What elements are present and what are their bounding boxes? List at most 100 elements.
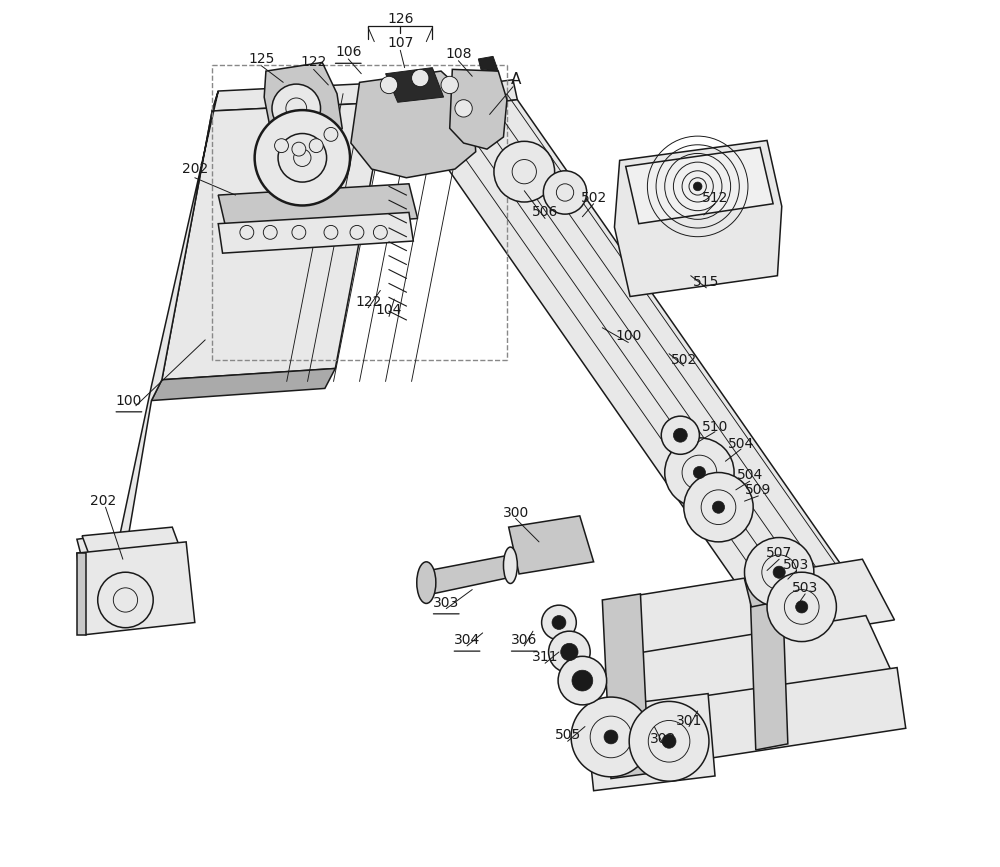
Text: 304: 304	[454, 633, 480, 647]
Circle shape	[693, 466, 705, 479]
Text: 122: 122	[300, 55, 327, 69]
Circle shape	[552, 616, 566, 629]
Circle shape	[712, 501, 725, 513]
Circle shape	[561, 643, 578, 661]
Polygon shape	[77, 91, 218, 559]
Text: A: A	[510, 72, 521, 88]
Circle shape	[292, 225, 306, 239]
Circle shape	[556, 184, 574, 201]
Text: 100: 100	[116, 394, 142, 407]
Polygon shape	[386, 68, 444, 102]
Circle shape	[558, 656, 607, 705]
Circle shape	[784, 590, 819, 624]
Circle shape	[263, 225, 277, 239]
Ellipse shape	[417, 562, 436, 603]
Polygon shape	[82, 527, 181, 559]
Circle shape	[275, 139, 288, 153]
Text: 510: 510	[702, 420, 728, 434]
Text: 106: 106	[335, 45, 362, 59]
Text: 108: 108	[445, 47, 472, 61]
Text: 502: 502	[671, 353, 697, 367]
Circle shape	[661, 416, 699, 454]
Text: 502: 502	[581, 191, 607, 205]
Circle shape	[744, 538, 814, 607]
Circle shape	[549, 631, 590, 673]
Circle shape	[673, 428, 687, 442]
Polygon shape	[608, 559, 894, 661]
Text: 301: 301	[676, 714, 702, 728]
Text: 125: 125	[248, 52, 275, 66]
Polygon shape	[450, 69, 507, 149]
Polygon shape	[429, 555, 514, 594]
Circle shape	[604, 730, 618, 744]
Polygon shape	[77, 553, 86, 635]
Text: 515: 515	[693, 275, 720, 289]
Circle shape	[648, 720, 690, 762]
Polygon shape	[218, 184, 418, 232]
Circle shape	[590, 716, 632, 758]
Text: 202: 202	[182, 162, 208, 176]
Text: 126: 126	[387, 12, 414, 26]
Circle shape	[292, 142, 306, 156]
Circle shape	[682, 455, 717, 490]
Polygon shape	[602, 668, 906, 773]
Polygon shape	[91, 551, 186, 591]
Ellipse shape	[503, 547, 517, 583]
Circle shape	[350, 225, 364, 239]
Circle shape	[662, 734, 676, 748]
Polygon shape	[613, 616, 894, 720]
Text: 202: 202	[90, 494, 116, 508]
Polygon shape	[750, 574, 788, 750]
Text: 503: 503	[792, 581, 818, 595]
Circle shape	[773, 566, 785, 578]
Circle shape	[701, 490, 736, 525]
Polygon shape	[409, 100, 857, 603]
Text: 302: 302	[650, 732, 676, 746]
Circle shape	[665, 438, 734, 507]
Polygon shape	[162, 102, 386, 380]
Circle shape	[684, 473, 753, 542]
Polygon shape	[509, 516, 594, 574]
Text: 303: 303	[433, 596, 459, 610]
Circle shape	[324, 225, 338, 239]
Circle shape	[796, 601, 808, 613]
Circle shape	[272, 84, 321, 133]
Text: 100: 100	[615, 329, 642, 343]
Circle shape	[380, 76, 398, 94]
Circle shape	[286, 98, 307, 119]
Circle shape	[512, 160, 536, 184]
Polygon shape	[151, 368, 335, 401]
Circle shape	[455, 100, 472, 117]
Text: 104: 104	[376, 303, 402, 317]
Text: 306: 306	[511, 633, 537, 647]
Circle shape	[762, 555, 797, 590]
Polygon shape	[403, 80, 517, 113]
Circle shape	[412, 69, 429, 87]
Circle shape	[542, 605, 576, 640]
Text: 512: 512	[702, 191, 728, 205]
Text: 509: 509	[745, 483, 772, 497]
Circle shape	[113, 588, 138, 612]
Polygon shape	[602, 594, 649, 779]
Text: 506: 506	[532, 205, 558, 219]
Polygon shape	[614, 140, 782, 297]
Text: 107: 107	[387, 36, 413, 50]
Text: 122: 122	[355, 295, 381, 309]
Circle shape	[294, 149, 311, 166]
Circle shape	[98, 572, 153, 628]
Circle shape	[767, 572, 836, 642]
Polygon shape	[478, 56, 498, 71]
Polygon shape	[585, 694, 715, 791]
Polygon shape	[212, 82, 392, 111]
Text: 503: 503	[783, 558, 810, 572]
Circle shape	[309, 139, 323, 153]
Circle shape	[373, 225, 387, 239]
Polygon shape	[77, 542, 195, 635]
Circle shape	[543, 171, 587, 214]
Circle shape	[693, 182, 702, 191]
Text: 505: 505	[555, 728, 581, 742]
Polygon shape	[264, 62, 342, 154]
Circle shape	[324, 127, 338, 141]
Circle shape	[494, 141, 555, 202]
Circle shape	[240, 225, 254, 239]
